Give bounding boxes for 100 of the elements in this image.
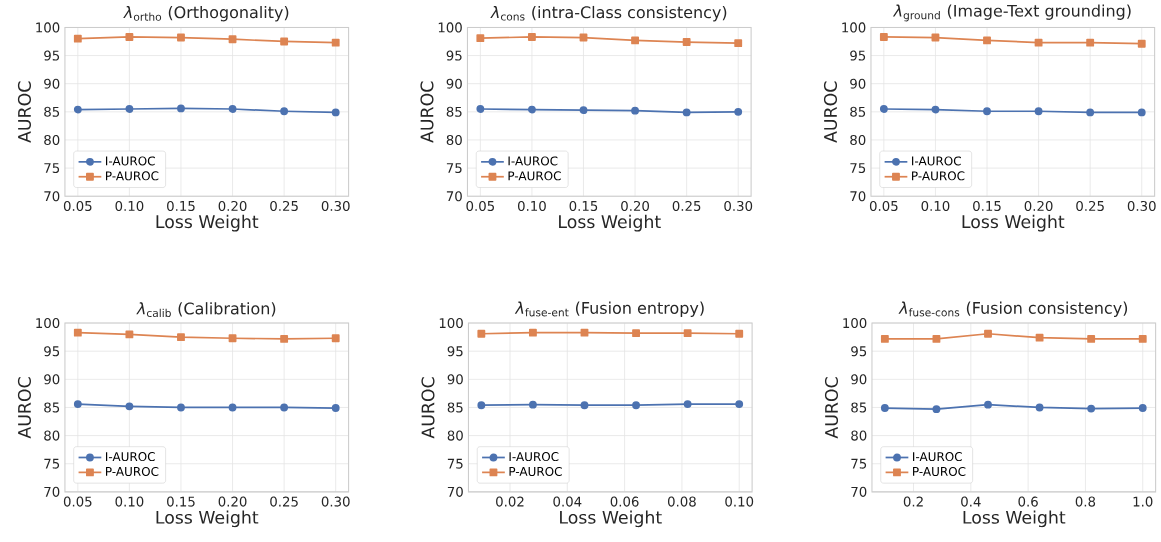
y-tick-label: 95 — [447, 346, 463, 357]
point — [932, 334, 941, 343]
point — [228, 35, 237, 44]
x-tick-label: 0.10 — [517, 200, 546, 212]
point — [983, 107, 991, 116]
y-axis-title: AUROC — [824, 377, 839, 439]
x-tick-label: 0.30 — [321, 496, 350, 507]
x-tick-label: 0.06 — [610, 496, 639, 507]
x-tick-label: 0.25 — [1076, 200, 1104, 212]
x-tick-label: 0.20 — [218, 496, 247, 507]
point — [735, 400, 744, 409]
point — [683, 400, 692, 409]
point — [1035, 333, 1044, 342]
point — [228, 403, 237, 412]
y-tick-label: 75 — [446, 163, 462, 174]
x-tick-label: 0.30 — [724, 200, 753, 212]
y-tick-label: 90 — [446, 78, 462, 89]
y-axis-title: AUROC — [420, 81, 434, 143]
y-tick-label: 85 — [447, 402, 463, 413]
y-tick-label: 90 — [44, 374, 60, 385]
point — [984, 329, 992, 338]
y-tick-label: 100 — [842, 22, 866, 33]
x-tick-label: 0.8 — [1075, 496, 1096, 507]
x-axis-title: Loss Weight — [560, 510, 662, 528]
y-tick-label: 85 — [850, 106, 866, 117]
x-tick-label: 0.05 — [466, 200, 494, 212]
point — [280, 403, 289, 412]
point — [331, 38, 340, 47]
x-axis-title: Loss Weight — [962, 214, 1065, 232]
y-tick-label: 80 — [851, 430, 867, 441]
y-tick-label: 80 — [447, 430, 463, 441]
point — [280, 334, 289, 343]
x-tick-label: 0.25 — [270, 200, 298, 212]
y-tick-label: 75 — [44, 163, 60, 174]
legend-label: P-AUROC — [106, 171, 159, 181]
y-tick-label: 90 — [447, 374, 463, 385]
point — [1035, 403, 1044, 412]
y-tick-label: 70 — [447, 486, 463, 497]
y-tick-label: 100 — [843, 318, 867, 329]
point — [880, 334, 889, 343]
y-tick-label: 100 — [36, 318, 60, 329]
x-tick-label: 0.30 — [1127, 200, 1156, 212]
x-tick-label: 0.25 — [672, 200, 701, 212]
legend-label: I-AUROC — [509, 452, 559, 462]
y-tick-label: 85 — [44, 402, 60, 413]
point — [735, 329, 744, 338]
point — [932, 405, 941, 414]
x-tick-label: 0.10 — [115, 496, 144, 507]
chart-title: λ$_{ground}$ (Image-Text grounding) — [892, 4, 1131, 22]
x-axis-title: Loss Weight — [559, 214, 661, 232]
y-tick-label: 85 — [851, 402, 867, 413]
point — [125, 105, 134, 114]
point — [331, 108, 340, 117]
legend-label: I-AUROC — [106, 452, 155, 462]
point — [528, 328, 537, 337]
point — [1034, 107, 1043, 116]
point — [476, 34, 485, 43]
legend-label: I-AUROC — [106, 156, 155, 166]
point — [125, 330, 134, 339]
point — [580, 401, 589, 410]
chart-title: λ$_{fuse-cons}$ (Fusion consistency) — [898, 301, 1128, 318]
point — [1087, 404, 1096, 413]
y-tick-label: 75 — [447, 458, 463, 469]
y-tick-label: 70 — [850, 191, 866, 202]
point — [879, 105, 888, 114]
y-tick-label: 75 — [850, 163, 866, 174]
y-tick-label: 95 — [44, 50, 60, 61]
point — [1086, 38, 1095, 47]
point — [73, 328, 82, 337]
y-tick-label: 80 — [44, 430, 60, 441]
x-tick-label: 0.15 — [973, 200, 1001, 212]
point — [1138, 404, 1147, 413]
point — [734, 39, 743, 48]
x-axis-title: Loss Weight — [156, 214, 259, 232]
y-tick-label: 90 — [850, 78, 866, 89]
y-tick-label: 95 — [446, 50, 462, 61]
point — [280, 107, 289, 116]
chart-title: λ$_{fuse-ent}$ (Fusion entropy) — [514, 301, 704, 318]
y-axis-title: AUROC — [17, 81, 31, 143]
point — [477, 401, 486, 410]
legend-label: I-AUROC — [912, 156, 961, 166]
point — [177, 104, 185, 113]
point — [1137, 39, 1146, 48]
y-tick-label: 85 — [44, 106, 60, 117]
point — [579, 106, 588, 115]
y-tick-label: 80 — [44, 134, 60, 146]
x-tick-label: 0.10 — [725, 496, 754, 507]
legend-label: P-AUROC — [509, 467, 562, 477]
point — [125, 33, 134, 42]
legend-label: P-AUROC — [913, 467, 966, 477]
y-tick-label: 100 — [439, 318, 463, 329]
point — [734, 107, 743, 116]
y-tick-label: 80 — [446, 134, 462, 146]
y-tick-label: 100 — [438, 22, 462, 33]
point — [683, 329, 692, 338]
y-axis-title: AUROC — [421, 377, 435, 439]
point — [931, 105, 940, 114]
point — [983, 36, 991, 45]
x-tick-label: 0.15 — [569, 200, 598, 212]
point — [984, 400, 992, 409]
